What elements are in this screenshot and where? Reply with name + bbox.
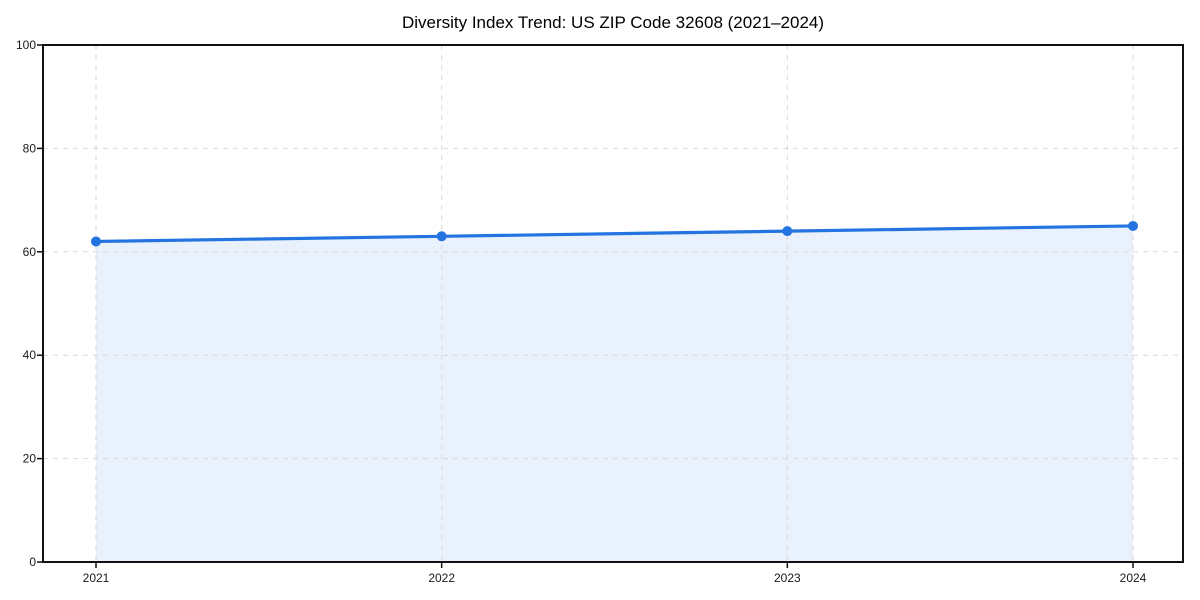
x-tick-label: 2024 (1120, 571, 1147, 585)
x-tick-label: 2022 (428, 571, 455, 585)
y-tick-label: 80 (23, 141, 37, 155)
data-point (782, 226, 793, 237)
y-tick-label: 20 (23, 452, 37, 466)
y-tick-label: 40 (23, 348, 37, 362)
area-fill (96, 225, 1133, 562)
chart-title: Diversity Index Trend: US ZIP Code 32608… (402, 13, 824, 32)
data-point (1128, 220, 1138, 231)
axes-spines (42, 44, 1184, 563)
y-tick-label: 0 (29, 555, 36, 569)
data-point (91, 236, 101, 247)
data-line (94, 224, 1135, 244)
x-tick-label: 2021 (83, 571, 110, 585)
y-tick-label: 60 (23, 245, 37, 259)
data-point (436, 231, 447, 242)
y-tick-label: 100 (16, 38, 36, 52)
x-tick-label: 2023 (774, 571, 801, 585)
